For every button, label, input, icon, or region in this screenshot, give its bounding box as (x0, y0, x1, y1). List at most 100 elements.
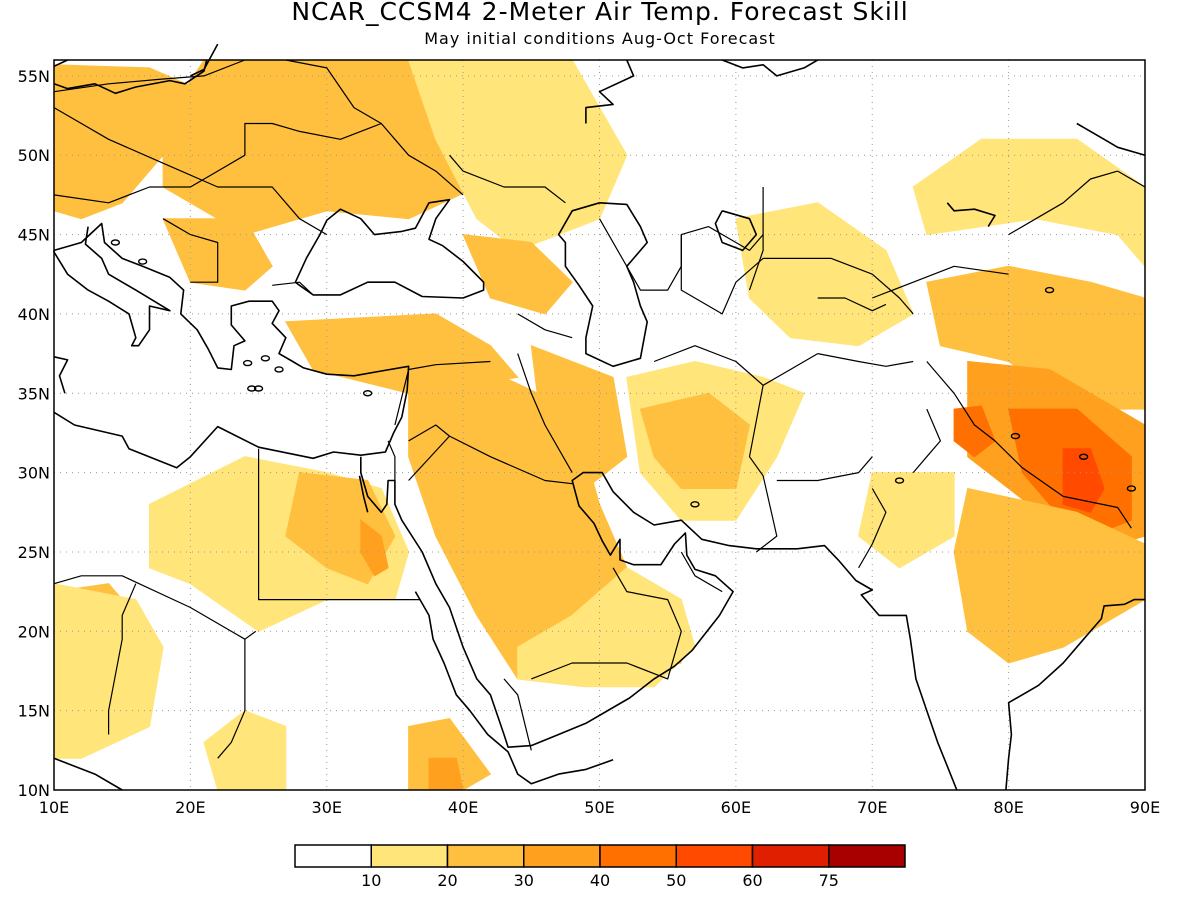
coastline (53, 59, 208, 95)
country-border (872, 265, 1009, 299)
island-outline (247, 385, 257, 392)
country-border (912, 408, 942, 473)
country-border (762, 353, 819, 386)
skill-region-redsea-coast (360, 519, 389, 577)
coastline (557, 202, 649, 368)
coastline (53, 59, 68, 68)
country-border (449, 154, 566, 204)
lat-tick-label: 40N (18, 305, 50, 324)
island-outline (362, 390, 373, 397)
country-border (408, 435, 450, 481)
island-outline (242, 359, 253, 367)
coastline (53, 222, 410, 469)
island-outline (1044, 286, 1055, 294)
country-border (1008, 170, 1118, 236)
lat-tick-label: 20N (18, 622, 50, 641)
skill-region-central-asia (735, 202, 914, 347)
country-border (107, 583, 137, 735)
island-outline (253, 385, 264, 392)
island-outline (1078, 453, 1089, 460)
island-outline (137, 258, 148, 265)
country-border (817, 297, 887, 312)
lon-tick-label: 70E (857, 798, 887, 817)
country-border (272, 281, 314, 296)
country-border (53, 107, 328, 236)
lon-tick-label: 50E (584, 798, 614, 817)
island-outline (1010, 432, 1021, 440)
lat-tick-label: 35N (18, 384, 50, 403)
country-border (408, 424, 573, 485)
map-frame (53, 59, 1146, 791)
colorbar-label: 30 (514, 871, 534, 890)
colorbar-swatch (751, 844, 830, 868)
country-border (1117, 170, 1146, 188)
country-border (517, 313, 573, 339)
lat-tick-label: 55N (18, 67, 50, 86)
colorbar-label: 50 (666, 871, 686, 890)
country-border (53, 59, 246, 93)
country-border (680, 551, 723, 593)
country-border (817, 353, 914, 367)
lon-tick-label: 20E (175, 798, 205, 817)
country-border (387, 440, 396, 481)
colorbar-swatch (599, 844, 677, 868)
coastline (53, 757, 123, 791)
country-border (680, 234, 914, 315)
country-border (285, 59, 382, 125)
coastline (358, 475, 369, 513)
colorbar: 10 20 30 40 50 60 75 (294, 844, 906, 890)
skill-region-india-yellow (858, 472, 955, 569)
country-border (531, 567, 682, 680)
island-outline (894, 477, 905, 484)
lat-tick-label: 15N (18, 702, 50, 721)
country-border (53, 575, 246, 640)
skill-region-kashmir-peak (953, 405, 996, 458)
island-outline (274, 366, 284, 373)
country-border (858, 488, 887, 569)
country-border (162, 218, 219, 283)
country-border (776, 456, 873, 482)
country-border (517, 353, 573, 473)
colorbar-swatch (523, 844, 601, 868)
lat-tick-label: 50N (18, 146, 50, 165)
colorbar-label: 10 (361, 871, 381, 890)
island-outline (1126, 485, 1137, 492)
lon-tick-label: 30E (312, 798, 342, 817)
colorbar-swatch (370, 844, 449, 868)
coastline (414, 591, 614, 785)
coastline (53, 356, 69, 394)
map-subtitle: May initial conditions Aug-Oct Forecast (424, 29, 776, 48)
colorbar-label: 60 (742, 871, 762, 890)
colorbar-swatch (675, 844, 754, 868)
colorbar-label: 20 (437, 871, 457, 890)
coastline (1076, 122, 1146, 156)
colorbar-swatch (828, 844, 906, 868)
coastline (359, 456, 958, 791)
country-border (53, 154, 246, 204)
colorbar-label: 75 (819, 871, 839, 890)
country-border (748, 187, 764, 291)
colorbar-label: 40 (590, 871, 610, 890)
lat-tick-label: 25N (18, 543, 50, 562)
lon-tick-label: 80E (993, 798, 1023, 817)
island-outline (110, 239, 121, 246)
island-outline (690, 501, 700, 508)
coastline (946, 202, 996, 228)
skill-region-arabia-south (517, 567, 696, 688)
lat-tick-label: 45N (18, 226, 50, 245)
island-outline (260, 355, 271, 362)
colorbar-swatch (294, 844, 372, 868)
lon-tick-label: 40E (448, 798, 478, 817)
skill-region-india-east (953, 487, 1146, 664)
country-border (258, 448, 420, 601)
coastline (294, 198, 485, 299)
skill-region-caucasus (462, 234, 573, 315)
country-border (503, 678, 532, 751)
coastline (585, 59, 635, 124)
coastline (721, 59, 819, 77)
coastline (1005, 598, 1145, 791)
colorbar-swatch (446, 844, 525, 868)
lon-tick-label: 90E (1130, 798, 1160, 817)
